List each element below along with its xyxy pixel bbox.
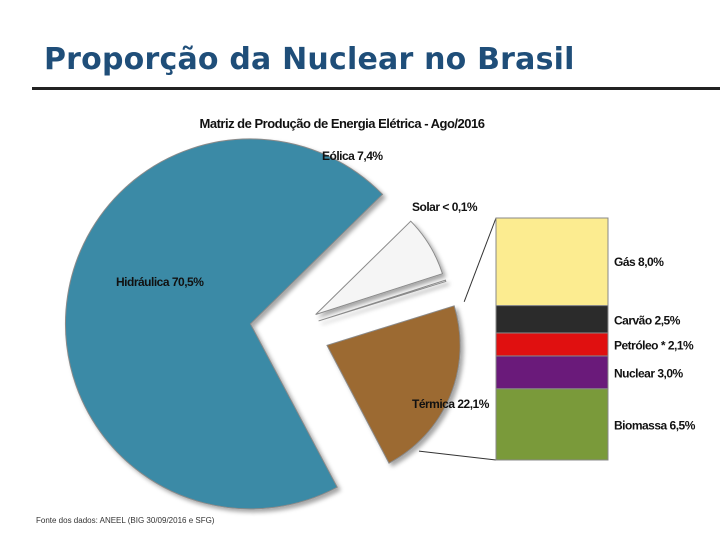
bar-segment-petroleo — [495, 332, 609, 357]
chart-title: Matriz de Produção de Energia Elétrica -… — [200, 116, 485, 131]
connector-bottom — [418, 450, 497, 461]
pie-slice-solar — [318, 279, 447, 322]
slice-label-solar: Solar < 0,1% — [412, 200, 478, 214]
bar-segment-carvao — [495, 305, 609, 334]
slice-label-hidraulica: Hidráulica 70,5% — [116, 275, 204, 289]
pie-slice-hidraulica — [64, 138, 384, 510]
slide-title: Proporção da Nuclear no Brasil — [44, 42, 575, 77]
slice-label-eolica: Eólica 7,4% — [322, 149, 383, 163]
bar-label-carvao: Carvão 2,5% — [614, 313, 681, 327]
bar-label-gas: Gás 8,0% — [614, 255, 664, 269]
pie-slice-eolica — [315, 220, 444, 315]
bar-label-nuclear: Nuclear 3,0% — [614, 366, 684, 380]
bar-segment-biomassa — [495, 388, 609, 461]
source-note: Fonte dos dados: ANEEL (BIG 30/09/2016 e… — [36, 516, 215, 525]
bar-label-biomassa: Biomassa 6,5% — [614, 418, 696, 432]
connector-top — [463, 217, 497, 303]
bar-label-petroleo: Petróleo * 2,1% — [614, 338, 694, 352]
slice-label-termica: Térmica 22,1% — [412, 397, 490, 411]
bar-segment-gas — [495, 217, 609, 307]
bar-segment-nuclear — [495, 355, 609, 390]
title-divider — [32, 87, 720, 90]
pie-slice-termica — [326, 305, 461, 464]
